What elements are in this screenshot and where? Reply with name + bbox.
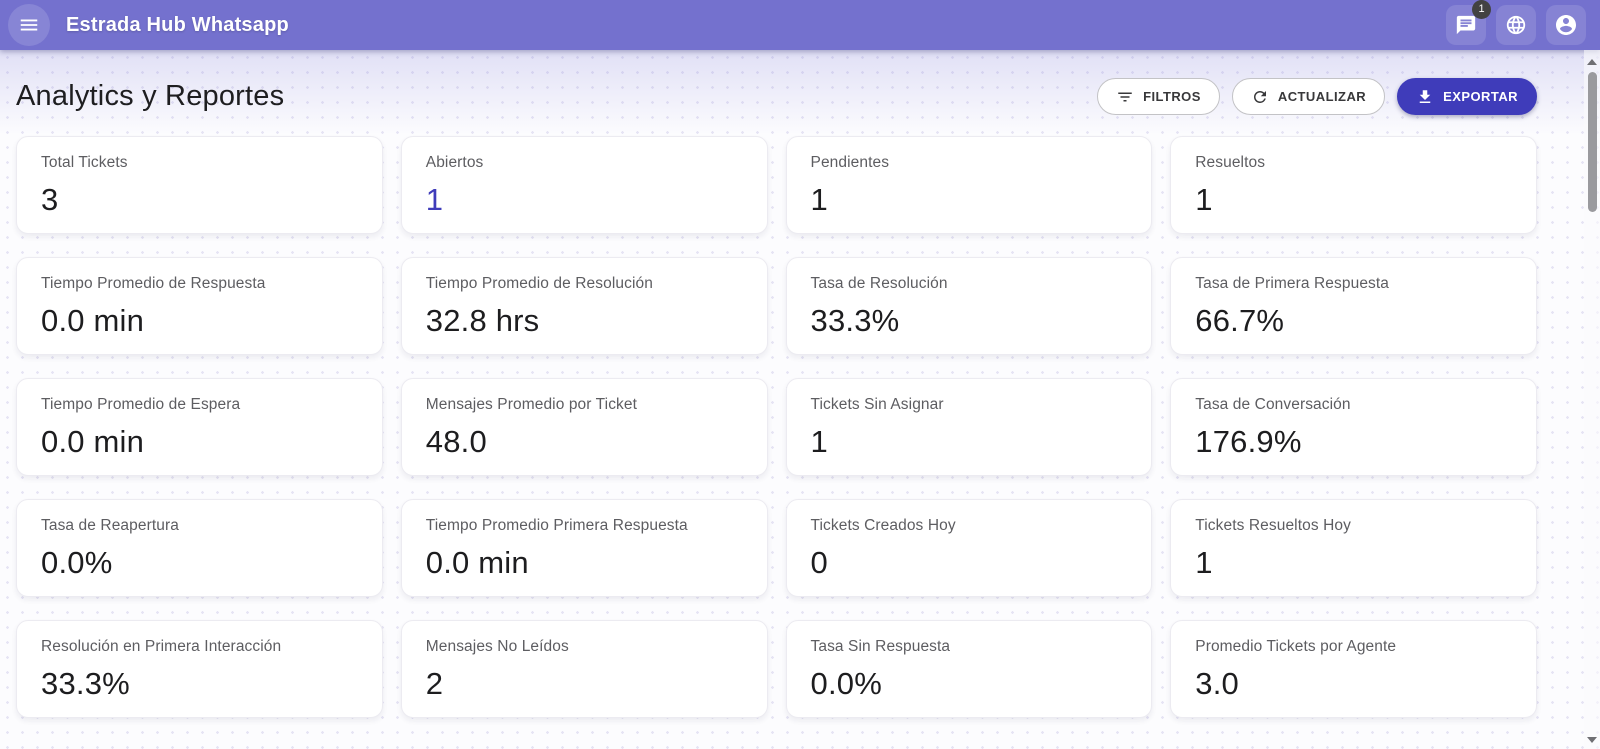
metric-value: 48.0 xyxy=(425,424,487,459)
metric-label: Tiempo Promedio de Respuesta xyxy=(41,275,266,292)
hamburger-icon xyxy=(20,19,38,31)
metric-value: 0.0% xyxy=(41,545,113,580)
metric-value: 32.8 hrs xyxy=(425,303,540,338)
download-icon xyxy=(1419,89,1431,103)
account-icon xyxy=(1556,15,1576,35)
metric-card-tiempo-respuesta: Tiempo Promedio de Respuesta 0.0 min xyxy=(16,257,383,355)
metric-label: Tiempo Promedio Primera Respuesta xyxy=(425,517,688,534)
metric-card-pendientes: Pendientes 1 xyxy=(785,136,1153,234)
metric-label: Tiempo Promedio de Espera xyxy=(41,396,241,413)
notification-badge: 1 xyxy=(1472,0,1491,19)
metric-label: Mensajes No Leídos xyxy=(425,638,569,655)
metric-value: 1 xyxy=(810,182,828,217)
filters-button-label: FILTROS xyxy=(1143,89,1201,104)
globe-icon xyxy=(1506,15,1526,35)
menu-button[interactable] xyxy=(8,4,50,46)
metric-card-tiempo-primera-respuesta: Tiempo Promedio Primera Respuesta 0.0 mi… xyxy=(400,499,768,597)
metric-label: Total Tickets xyxy=(41,154,128,171)
scrollbar-thumb[interactable] xyxy=(1587,72,1597,212)
export-button-label: EXPORTAR xyxy=(1443,89,1518,104)
metric-card-tickets-resueltos-hoy: Tickets Resueltos Hoy 1 xyxy=(1170,499,1537,597)
metric-value: 0.0 min xyxy=(425,545,529,580)
metric-value: 33.3% xyxy=(810,303,900,338)
metric-value: 1 xyxy=(425,182,444,217)
metric-label: Resolución en Primera Interacción xyxy=(41,638,282,655)
metric-card-promedio-tickets-agente: Promedio Tickets por Agente 3.0 xyxy=(1170,620,1537,718)
refresh-button[interactable]: ACTUALIZAR xyxy=(1231,78,1386,115)
metric-value: 3 xyxy=(41,182,59,217)
metric-label: Tiempo Promedio de Resolución xyxy=(425,275,653,292)
metric-label: Tickets Creados Hoy xyxy=(810,517,956,534)
metric-label: Mensajes Promedio por Ticket xyxy=(425,396,638,413)
metric-card-resolucion-primera-interaccion: Resolución en Primera Interacción 33.3% xyxy=(16,620,383,718)
filters-button[interactable]: FILTROS xyxy=(1097,78,1220,115)
metric-value: 1 xyxy=(810,424,828,459)
chat-icon xyxy=(1456,15,1476,35)
metric-label: Tasa de Resolución xyxy=(810,275,948,292)
metric-card-tiempo-espera: Tiempo Promedio de Espera 0.0 min xyxy=(16,378,383,476)
appbar-actions: 1 xyxy=(1446,0,1586,45)
account-button[interactable] xyxy=(1546,5,1586,45)
metric-label: Abiertos xyxy=(425,154,484,171)
page-head: Analytics y Reportes FILTROS ACTUALIZAR … xyxy=(0,50,1600,115)
metric-label: Tickets Sin Asignar xyxy=(810,396,944,413)
metric-label: Tasa Sin Respuesta xyxy=(810,638,951,655)
scroll-down-icon[interactable] xyxy=(1587,737,1597,743)
refresh-button-label: ACTUALIZAR xyxy=(1277,89,1367,104)
metric-card-resueltos: Resueltos 1 xyxy=(1170,136,1537,234)
metric-value: 0.0 min xyxy=(41,424,145,459)
metric-card-tasa-resolucion: Tasa de Resolución 33.3% xyxy=(785,257,1153,355)
metric-card-tasa-reapertura: Tasa de Reapertura 0.0% xyxy=(16,499,383,597)
page-title: Analytics y Reportes xyxy=(16,80,285,112)
messages-button[interactable]: 1 xyxy=(1446,0,1491,45)
metric-card-tasa-primera-respuesta: Tasa de Primera Respuesta 66.7% xyxy=(1170,257,1537,355)
metric-card-tiempo-resolucion: Tiempo Promedio de Resolución 32.8 hrs xyxy=(400,257,768,355)
metric-label: Tasa de Conversación xyxy=(1195,396,1351,413)
metric-card-mensajes-no-leidos: Mensajes No Leídos 2 xyxy=(400,620,768,718)
main-content: Analytics y Reportes FILTROS ACTUALIZAR … xyxy=(0,50,1600,749)
filter-icon xyxy=(1118,92,1132,101)
metric-value: 0.0% xyxy=(810,666,882,701)
refresh-icon xyxy=(1253,90,1266,103)
metric-card-tasa-conversacion: Tasa de Conversación 176.9% xyxy=(1170,378,1537,476)
metric-card-tickets-sin-asignar: Tickets Sin Asignar 1 xyxy=(785,378,1153,476)
metric-value: 33.3% xyxy=(41,666,130,701)
metric-label: Tasa de Reapertura xyxy=(41,517,179,534)
metric-label: Pendientes xyxy=(810,154,890,171)
metrics-grid: Total Tickets 3 Abiertos 1 Pendientes 1 … xyxy=(16,136,1537,718)
metric-card-tasa-sin-respuesta: Tasa Sin Respuesta 0.0% xyxy=(785,620,1153,718)
metric-value: 0 xyxy=(810,545,828,580)
toolbar: FILTROS ACTUALIZAR EXPORTAR xyxy=(1097,78,1537,115)
metric-card-abiertos: Abiertos 1 xyxy=(400,136,768,234)
app-header: Estrada Hub Whatsapp 1 xyxy=(0,0,1600,50)
metric-value: 176.9% xyxy=(1195,424,1302,459)
metric-card-mensajes-promedio: Mensajes Promedio por Ticket 48.0 xyxy=(400,378,768,476)
metric-value: 66.7% xyxy=(1195,303,1285,338)
metric-label: Tickets Resueltos Hoy xyxy=(1195,517,1351,534)
scroll-up-icon[interactable] xyxy=(1587,59,1597,65)
metric-label: Resueltos xyxy=(1195,154,1266,171)
metric-value: 0.0 min xyxy=(41,303,145,338)
language-button[interactable] xyxy=(1496,5,1536,45)
export-button[interactable]: EXPORTAR xyxy=(1397,78,1537,115)
metric-value: 3.0 xyxy=(1195,666,1239,701)
metric-value: 1 xyxy=(1195,182,1213,217)
app-title: Estrada Hub Whatsapp xyxy=(66,13,289,36)
metric-label: Promedio Tickets por Agente xyxy=(1195,638,1397,655)
metric-card-total-tickets: Total Tickets 3 xyxy=(16,136,383,234)
metric-value: 2 xyxy=(425,666,444,701)
scrollbar[interactable] xyxy=(1584,50,1600,749)
metric-value: 1 xyxy=(1195,545,1213,580)
metric-label: Tasa de Primera Respuesta xyxy=(1195,275,1390,292)
metric-card-tickets-creados-hoy: Tickets Creados Hoy 0 xyxy=(785,499,1153,597)
